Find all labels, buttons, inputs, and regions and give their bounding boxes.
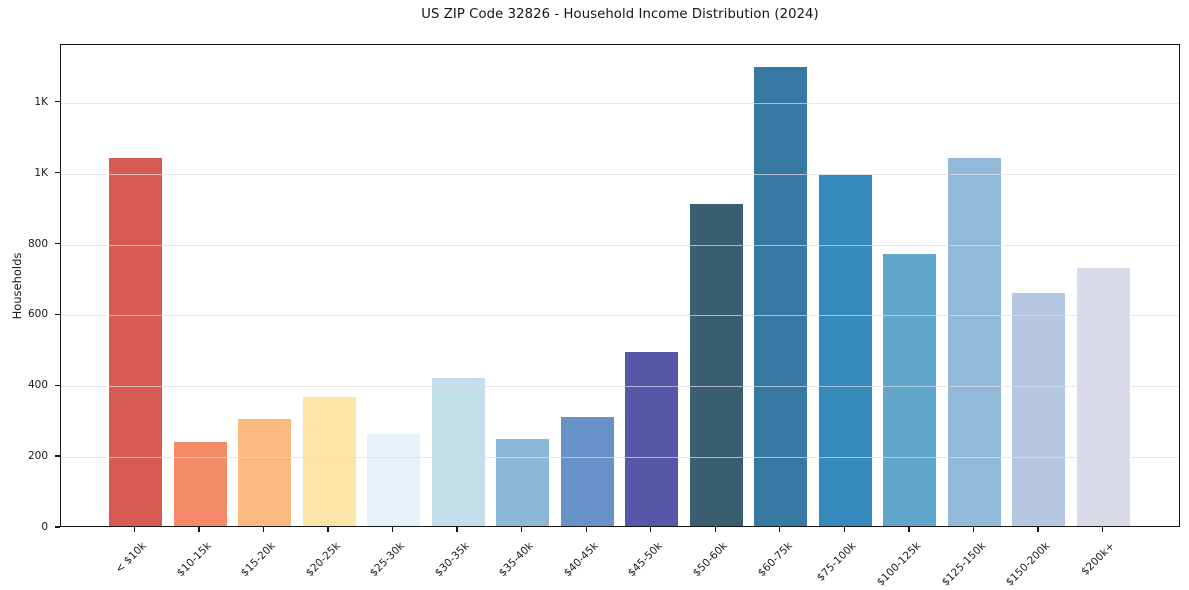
bar	[496, 438, 550, 526]
y-tick-label: 200	[27, 450, 48, 463]
gridline	[61, 386, 1179, 388]
x-tick-label: $15-20k	[238, 540, 279, 580]
x-tick-label: $20-25k	[303, 540, 343, 580]
x-tick-label: $45-50k	[626, 540, 666, 580]
bar	[367, 433, 421, 526]
bar	[947, 158, 1001, 526]
gridline	[61, 173, 1179, 175]
gridline	[61, 102, 1179, 104]
x-tick-mark	[908, 527, 910, 532]
y-tick-label: 400	[27, 379, 48, 392]
x-tick-mark	[521, 527, 523, 532]
bar	[1076, 267, 1130, 526]
x-tick-mark	[327, 527, 329, 532]
x-tick-mark	[1037, 527, 1039, 532]
x-tick-label: $60-75k	[755, 540, 795, 580]
x-tick-mark	[133, 527, 136, 532]
x-tick-mark	[198, 527, 200, 532]
bar	[431, 378, 485, 526]
x-tick-label: < $10k	[113, 540, 149, 576]
x-tick-mark	[456, 527, 458, 532]
bar	[560, 416, 614, 526]
bar	[818, 174, 872, 526]
x-tick-label: $35-40k	[497, 540, 537, 580]
gridline	[61, 457, 1179, 459]
x-tick-label: $30-35k	[432, 540, 472, 580]
x-tick-label: $125-150k	[939, 540, 988, 589]
gridline	[61, 244, 1179, 246]
bar	[625, 351, 679, 526]
y-tick-label: 600	[27, 308, 48, 321]
x-tick-mark	[779, 527, 781, 532]
plot-area	[60, 44, 1180, 527]
x-tick-mark	[843, 527, 845, 532]
y-tick-mark	[55, 313, 60, 316]
x-tick-label: $40-45k	[561, 540, 601, 580]
bar	[238, 419, 292, 526]
bar	[109, 157, 162, 526]
x-tick-label: $200k+	[1079, 540, 1117, 578]
chart-title: US ZIP Code 32826 - Household Income Dis…	[421, 7, 819, 22]
y-tick-mark	[55, 384, 60, 386]
x-tick-label: $75-100k	[814, 540, 859, 584]
x-tick-mark	[1101, 527, 1104, 532]
gridline	[61, 315, 1179, 317]
x-tick-label: $150-200k	[1003, 540, 1053, 589]
x-tick-mark	[585, 527, 587, 532]
y-tick-mark	[55, 101, 60, 103]
y-tick-mark	[55, 171, 60, 174]
bar	[754, 66, 808, 526]
y-tick-label: 1K	[34, 95, 48, 108]
x-tick-mark	[972, 527, 975, 532]
y-tick-mark	[55, 526, 60, 528]
y-tick-mark	[55, 242, 60, 245]
y-tick-mark	[55, 455, 60, 457]
x-tick-mark	[391, 527, 394, 532]
x-tick-mark	[650, 527, 652, 532]
y-tick-label: 800	[27, 237, 48, 250]
x-tick-label: $100-125k	[874, 540, 924, 589]
x-tick-mark	[262, 527, 265, 532]
bar	[302, 396, 356, 526]
x-tick-label: $10-15k	[174, 540, 214, 580]
bar	[1012, 293, 1066, 526]
x-tick-label: $25-30k	[367, 540, 408, 580]
x-tick-label: $50-60k	[690, 540, 730, 580]
bar	[173, 441, 227, 526]
y-tick-label: 1K	[34, 166, 48, 179]
x-tick-mark	[714, 527, 716, 532]
bar	[883, 253, 937, 526]
bar	[689, 203, 743, 526]
y-tick-label: 0	[41, 521, 48, 533]
